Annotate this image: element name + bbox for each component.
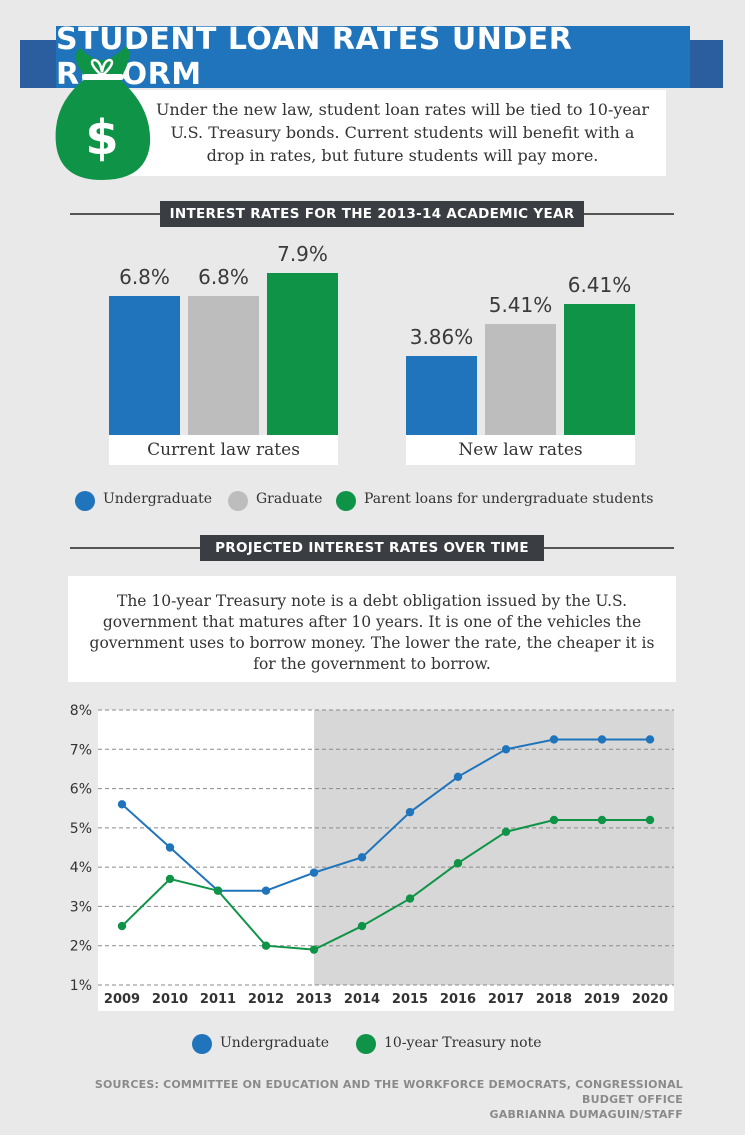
x-tick-label: 2011 [200,992,236,1007]
sources-text: SOURCES: COMMITTEE ON EDUCATION AND THE … [94,1078,683,1106]
data-point [405,807,415,817]
data-point [261,886,271,895]
data-point [501,745,511,754]
data-point [549,735,559,744]
legend-label: Undergraduate [103,491,212,507]
y-tick-label: 2% [70,939,92,955]
data-point [165,843,175,852]
x-tick-label: 2009 [104,992,140,1007]
legend-dot-undergraduate [75,491,95,511]
x-tick-label: 2012 [248,992,284,1007]
credit-text: GABRIANNA DUMAGUIN/STAFF [489,1108,683,1121]
legend-label: 10-year Treasury note [384,1035,542,1051]
data-point [549,815,559,825]
projection-shade [314,710,674,985]
bar-group-label: New law rates [406,435,635,465]
intro-box [88,90,666,176]
description-text: The 10-year Treasury note is a debt obli… [89,592,655,673]
data-point [213,886,223,895]
bar-value-label: 5.41% [488,293,553,318]
bar-graduate [485,324,556,435]
y-tick-label: 8% [70,703,92,719]
bar-undergraduate [406,355,477,435]
svg-text:$: $ [85,110,118,166]
page-title: STUDENT LOAN RATES UNDER REFORM [56,22,690,92]
bar-undergraduate [109,295,180,435]
bar-value-label: 6.8% [119,264,170,289]
data-point [645,815,655,825]
bar-value-label: 3.86% [409,324,474,349]
x-tick-label: 2015 [392,992,428,1007]
data-point [453,772,463,781]
section-title: INTEREST RATES FOR THE 2013-14 ACADEMIC … [160,201,584,227]
line-chart: 1% 2% 3% 4% 5% 6% 7% 8% 2009 2010 2011 2012 2013 2014… [70,703,674,1011]
legend-dot-treasury [356,1034,376,1054]
y-tick-label: 7% [70,742,92,758]
y-tick-label: 5% [70,821,92,837]
bar-value-label: 7.9% [277,242,328,266]
data-point [501,827,511,836]
x-tick-label: 2018 [536,992,572,1007]
bar-group-label: Current law rates [109,435,338,465]
x-tick-label: 2019 [584,992,620,1007]
data-point [357,853,367,862]
data-point [309,868,319,877]
bar-parent-loans-for-undergraduate-students [267,273,338,435]
data-point [597,735,607,744]
x-tick-label: 2013 [296,992,332,1007]
legend-label: Graduate [256,491,323,507]
x-tick-label: 2016 [440,992,476,1007]
sources: SOURCES: COMMITTEE ON EDUCATION AND THE … [43,1077,683,1122]
bar-parent-loans-for-undergraduate-students [564,303,635,435]
bar-value-label: 6.8% [198,264,249,289]
x-tick-label: 2014 [344,992,380,1007]
bar-chart: 6.8% 6.8% 7.9% Current law rates 3.86% 5.41% 6… [0,0,745,470]
x-tick-label: 2017 [488,992,524,1007]
data-point [453,859,463,868]
series-line-treasury [121,819,650,951]
x-tick-label: 2010 [152,992,188,1007]
data-point [117,800,127,809]
legend-label: Undergraduate [220,1035,329,1051]
money-bag-icon: $ [55,46,151,180]
intro-text: Under the new law, student loan rates wi… [155,100,650,165]
y-tick-label: 6% [70,782,92,798]
legend-label: Parent loans for undergraduate students [364,491,654,507]
data-point [261,941,271,950]
y-tick-label: 1% [70,978,92,994]
data-point [357,921,367,931]
section-title: PROJECTED INTEREST RATES OVER TIME [200,535,544,561]
legend-dot-parent [336,491,356,511]
x-tick-label: 2020 [632,992,668,1007]
data-point [165,874,175,884]
y-tick-label: 3% [70,899,92,915]
data-point [645,735,655,744]
description-box [68,576,676,682]
data-point [405,894,415,903]
bar-value-label: 6.41% [567,272,632,297]
legend-dot-graduate [228,491,248,511]
data-point [597,815,607,825]
legend-dot-undergraduate [192,1034,212,1054]
data-point [309,945,319,954]
bar-graduate [188,295,259,435]
y-tick-label: 4% [70,860,92,876]
x-axis-band [98,985,674,1011]
series-line-undergraduate [121,738,650,892]
data-point [117,921,127,931]
